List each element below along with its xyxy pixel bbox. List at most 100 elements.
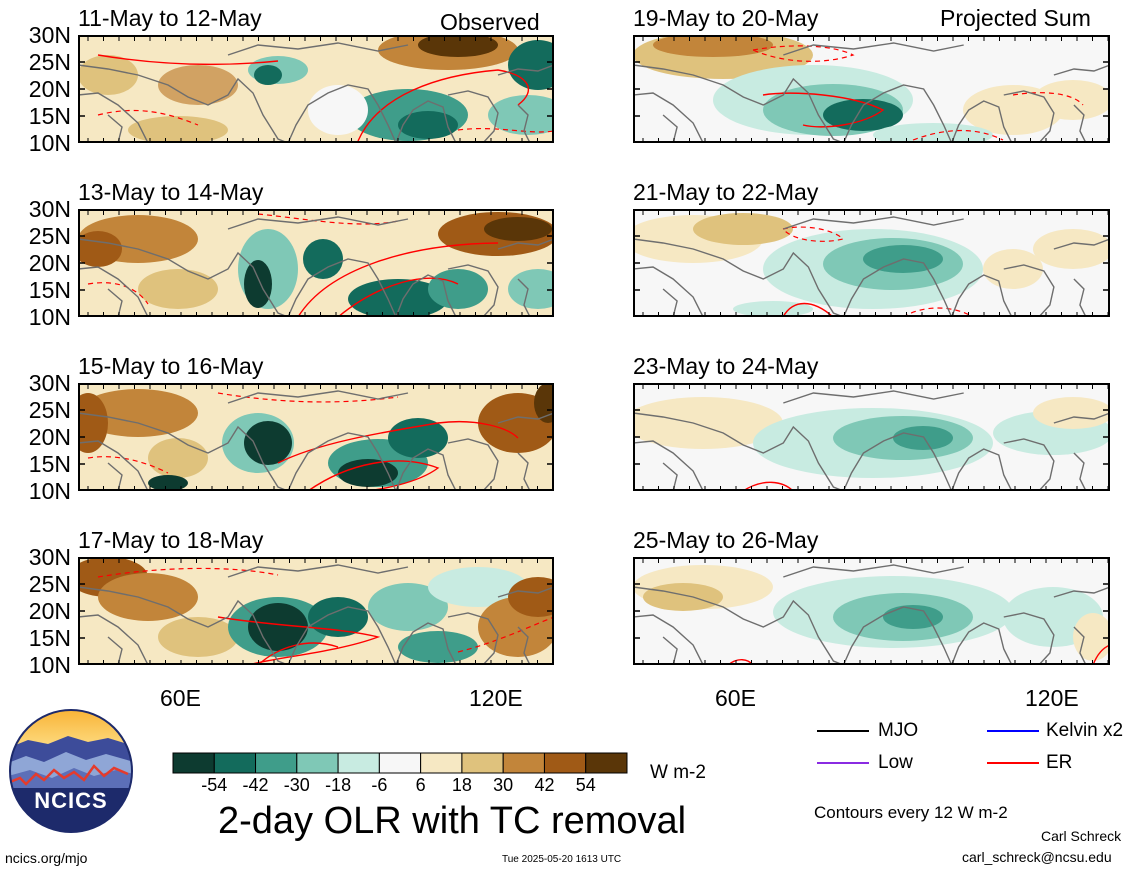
map-panel-p4 [78, 557, 554, 665]
lat-tick-row3-3: 15N [28, 451, 71, 477]
coastline [783, 390, 964, 404]
coastline [662, 636, 678, 665]
coastline [1073, 278, 1087, 317]
er-contour-neg [217, 392, 399, 403]
colorbar-label-7: 30 [493, 775, 514, 795]
coastline [107, 462, 123, 491]
er-contour [337, 277, 459, 317]
lat-tick-row3-0: 30N [28, 370, 71, 396]
olr-anomaly-blob [158, 65, 238, 105]
lon-tick-60e-left: 60E [160, 685, 201, 711]
olr-anomaly-blob [633, 397, 783, 449]
coastline [107, 288, 123, 317]
olr-anomaly-blob [308, 85, 368, 135]
olr-anomaly-blob [254, 65, 282, 85]
er-contour [297, 242, 499, 317]
olr-anomaly-blob [398, 631, 478, 663]
olr-anomaly-blob [1033, 229, 1110, 269]
coastline [1003, 264, 1055, 317]
logo-text: NCICS [34, 788, 108, 813]
er-contour [307, 460, 440, 491]
lat-tick-row1-2: 20N [28, 76, 71, 102]
olr-anomaly-blob [733, 301, 813, 317]
contour-note: Contours every 12 W m-2 [814, 803, 1008, 822]
lat-tick-row2-4: 10N [28, 304, 71, 330]
coastline [497, 238, 554, 250]
coastline [395, 274, 457, 317]
er-contour [782, 302, 834, 317]
olr-anomaly-blob [248, 603, 308, 651]
coastline [78, 412, 289, 491]
colorbar-box-10 [585, 752, 628, 774]
coastline [78, 266, 149, 317]
coastline [517, 452, 531, 491]
map-panel-p5 [633, 35, 1110, 143]
coastline [633, 412, 844, 491]
er-contour [742, 481, 794, 491]
lon-tick-60e-right: 60E [715, 685, 756, 711]
colorbar-label-1: -42 [242, 775, 269, 795]
legend-label-er: ER [1046, 752, 1073, 773]
author: Carl Schreck [1041, 828, 1122, 844]
coastline [287, 606, 397, 665]
coastline [842, 84, 953, 143]
lat-tick-row1-4: 10N [28, 130, 71, 156]
colorbar-box-0 [172, 752, 215, 774]
er-contour-neg [752, 45, 855, 62]
er-contour [97, 54, 279, 66]
lat-tick-row2-1: 25N [28, 223, 71, 249]
colorbar-label-0: -54 [201, 775, 228, 795]
legend-label-mjo: MJO [878, 720, 919, 741]
panel-title-p5: 19-May to 20-May [633, 5, 819, 31]
olr-anomaly-blob [653, 35, 773, 57]
map-panel-p3 [78, 383, 554, 491]
coastline [287, 432, 397, 491]
coastline [395, 448, 457, 491]
lat-tick-row3-1: 25N [28, 397, 71, 423]
olr-anomaly-blob [534, 383, 554, 423]
olr-anomaly-blob [488, 95, 554, 135]
er-contour-neg [912, 130, 1004, 141]
colorbar-label-3: -18 [325, 775, 352, 795]
er-contour [762, 92, 885, 128]
lat-tick-row1-0: 30N [28, 22, 71, 48]
coastline [395, 622, 457, 665]
olr-anomaly-blob [128, 116, 228, 143]
author-email: carl_schreck@ncsu.edu [962, 849, 1112, 865]
panel-title-p3: 15-May to 16-May [78, 353, 264, 379]
coastline [78, 92, 149, 143]
coastline [78, 586, 289, 665]
er-contour-neg [782, 226, 845, 242]
olr-anomaly-blob [508, 269, 554, 309]
coastline [842, 606, 953, 665]
coastline [633, 586, 844, 665]
line-legend-swatches [817, 730, 1039, 764]
coastline [227, 564, 409, 578]
colorbar-label-4: -6 [371, 775, 388, 795]
colorbar-box-1 [213, 752, 257, 774]
coastline [78, 238, 289, 317]
er-contour [257, 642, 339, 665]
lat-tick-row4-2: 20N [28, 598, 71, 624]
coastline [633, 614, 704, 665]
lat-tick-row2-3: 15N [28, 277, 71, 303]
lat-tick-row2-0: 30N [28, 196, 71, 222]
olr-anomaly-blob [873, 123, 993, 143]
coastline [633, 238, 844, 317]
lat-tick-row1-1: 25N [28, 49, 71, 75]
ncics-logo [9, 709, 133, 833]
coastline [1053, 586, 1110, 598]
lat-tick-row4-3: 15N [28, 625, 71, 651]
olr-anomaly-blob [244, 260, 272, 308]
coastline [842, 432, 953, 491]
coastline [78, 614, 149, 665]
olr-anomaly-blob [98, 573, 198, 621]
olr-anomaly-blob [148, 475, 188, 491]
olr-anomaly-blob [158, 617, 238, 657]
coastline [662, 288, 678, 317]
olr-anomaly-blob [484, 217, 552, 241]
coastline [1073, 104, 1087, 143]
legend-label-kelvin: Kelvin x2 [1046, 720, 1124, 741]
lat-tick-row4-1: 25N [28, 571, 71, 597]
coastline [395, 100, 457, 143]
